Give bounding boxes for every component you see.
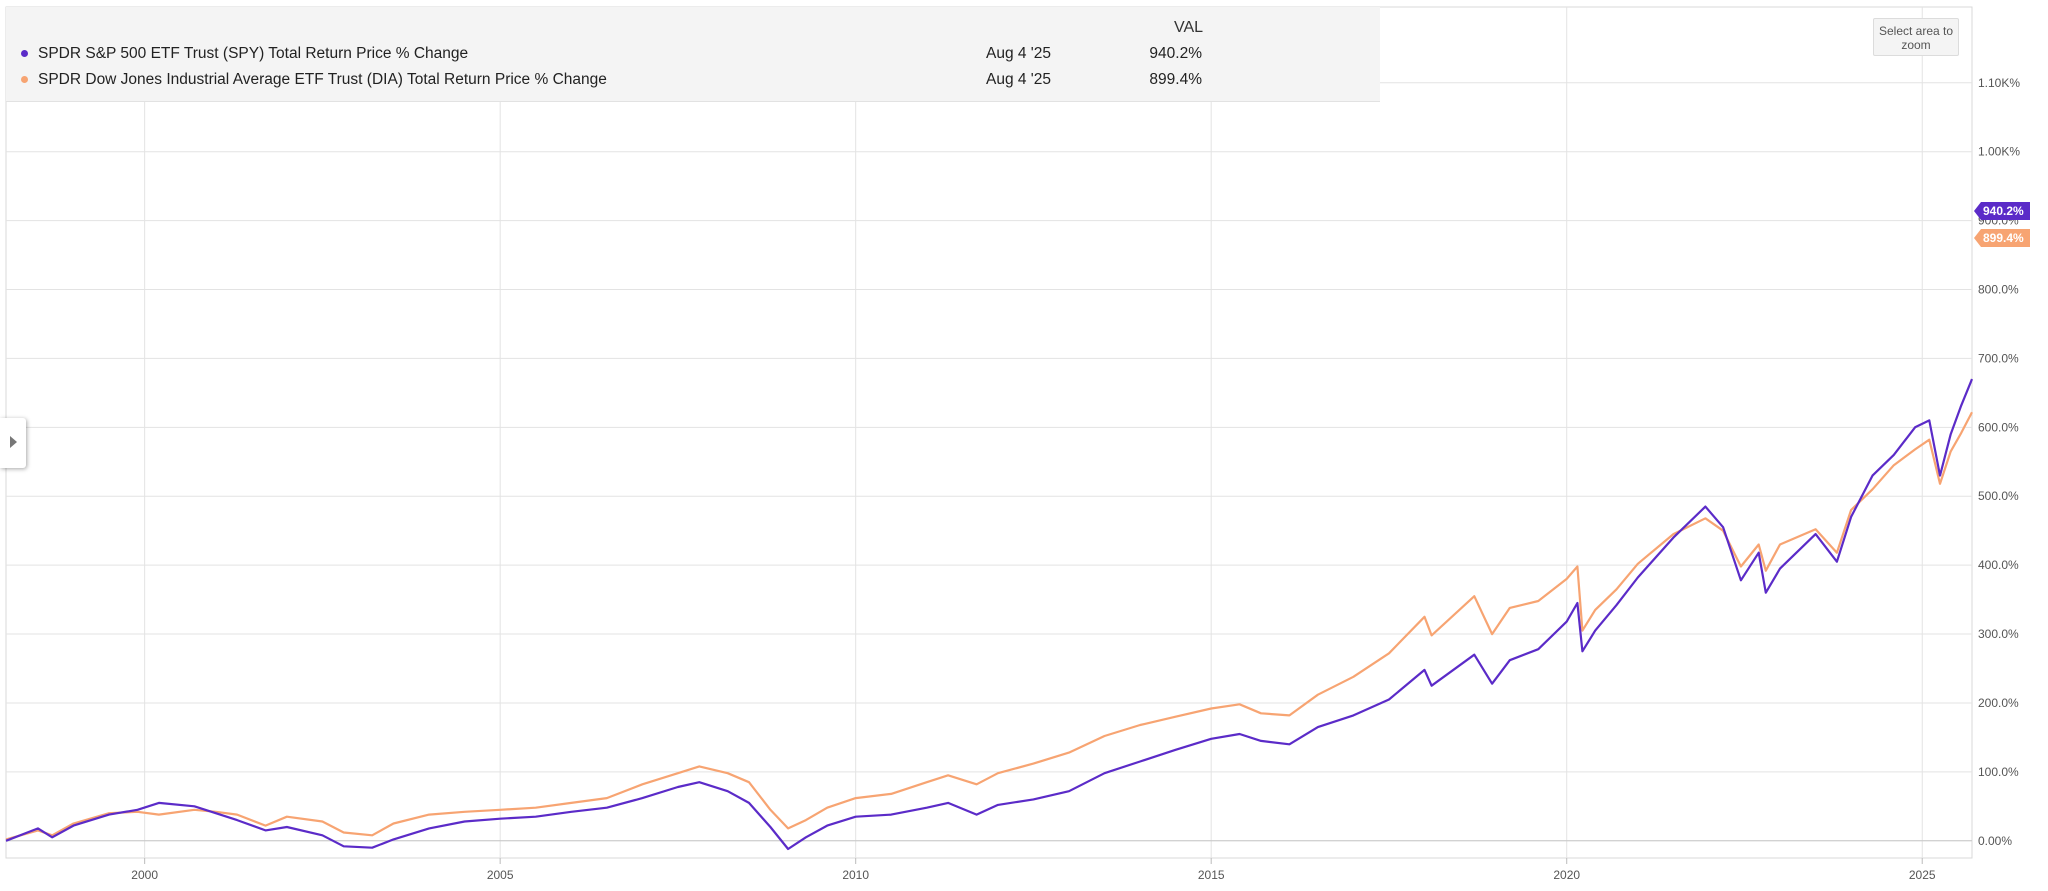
x-tick-label: 2025 [1909,868,1936,882]
legend-panel: VAL SPDR S&P 500 ETF Trust (SPY) Total R… [6,7,1380,102]
end-value-badge: 940.2% [1974,202,2030,220]
y-tick-label: 100.0% [1978,765,2019,779]
legend-value: 899.4% [1149,71,1202,88]
legend-value-header: VAL [1174,19,1204,36]
chevron-right-icon [10,436,17,448]
end-value-label: 940.2% [1983,204,2024,218]
x-tick-label: 2010 [842,868,869,882]
legend-series-name: SPDR Dow Jones Industrial Average ETF Tr… [38,71,607,88]
y-tick-label: 200.0% [1978,696,2019,710]
end-value-badge: 899.4% [1974,229,2030,247]
side-panel-toggle-button[interactable] [0,418,26,468]
y-tick-label: 700.0% [1978,351,2019,365]
x-tick-label: 2015 [1198,868,1225,882]
series-color-dot [21,50,28,57]
zoom-hint: Select area to zoom [1873,18,1959,56]
end-value-label: 899.4% [1983,231,2024,245]
legend-date: Aug 4 '25 [986,71,1052,88]
series-line-dia [5,411,1973,841]
y-tick-label: 800.0% [1978,283,2019,297]
y-tick-label: 1.10K% [1978,76,2020,90]
series-line-spy [5,378,1974,851]
end-value-badge-shape [1974,229,2030,247]
y-tick-label: 1.00K% [1978,145,2020,159]
legend-series-name: SPDR S&P 500 ETF Trust (SPY) Total Retur… [38,45,469,62]
plot-area [5,6,1973,859]
legend-value: 940.2% [1149,45,1202,62]
legend-row-dia[interactable]: SPDR Dow Jones Industrial Average ETF Tr… [6,69,1380,91]
end-value-badge-shape [1974,202,2030,220]
y-tick-label: 300.0% [1978,627,2019,641]
y-tick-label: 400.0% [1978,558,2019,572]
y-tick-label: 600.0% [1978,420,2019,434]
y-tick-label: 0.00% [1978,834,2012,848]
x-tick-label: 2005 [487,868,514,882]
x-tick-label: 2000 [131,868,158,882]
y-tick-label: 500.0% [1978,489,2019,503]
legend-date: Aug 4 '25 [986,45,1052,62]
series-color-dot [21,76,28,83]
legend-row-spy[interactable]: SPDR S&P 500 ETF Trust (SPY) Total Retur… [6,43,1380,65]
x-tick-label: 2020 [1553,868,1580,882]
